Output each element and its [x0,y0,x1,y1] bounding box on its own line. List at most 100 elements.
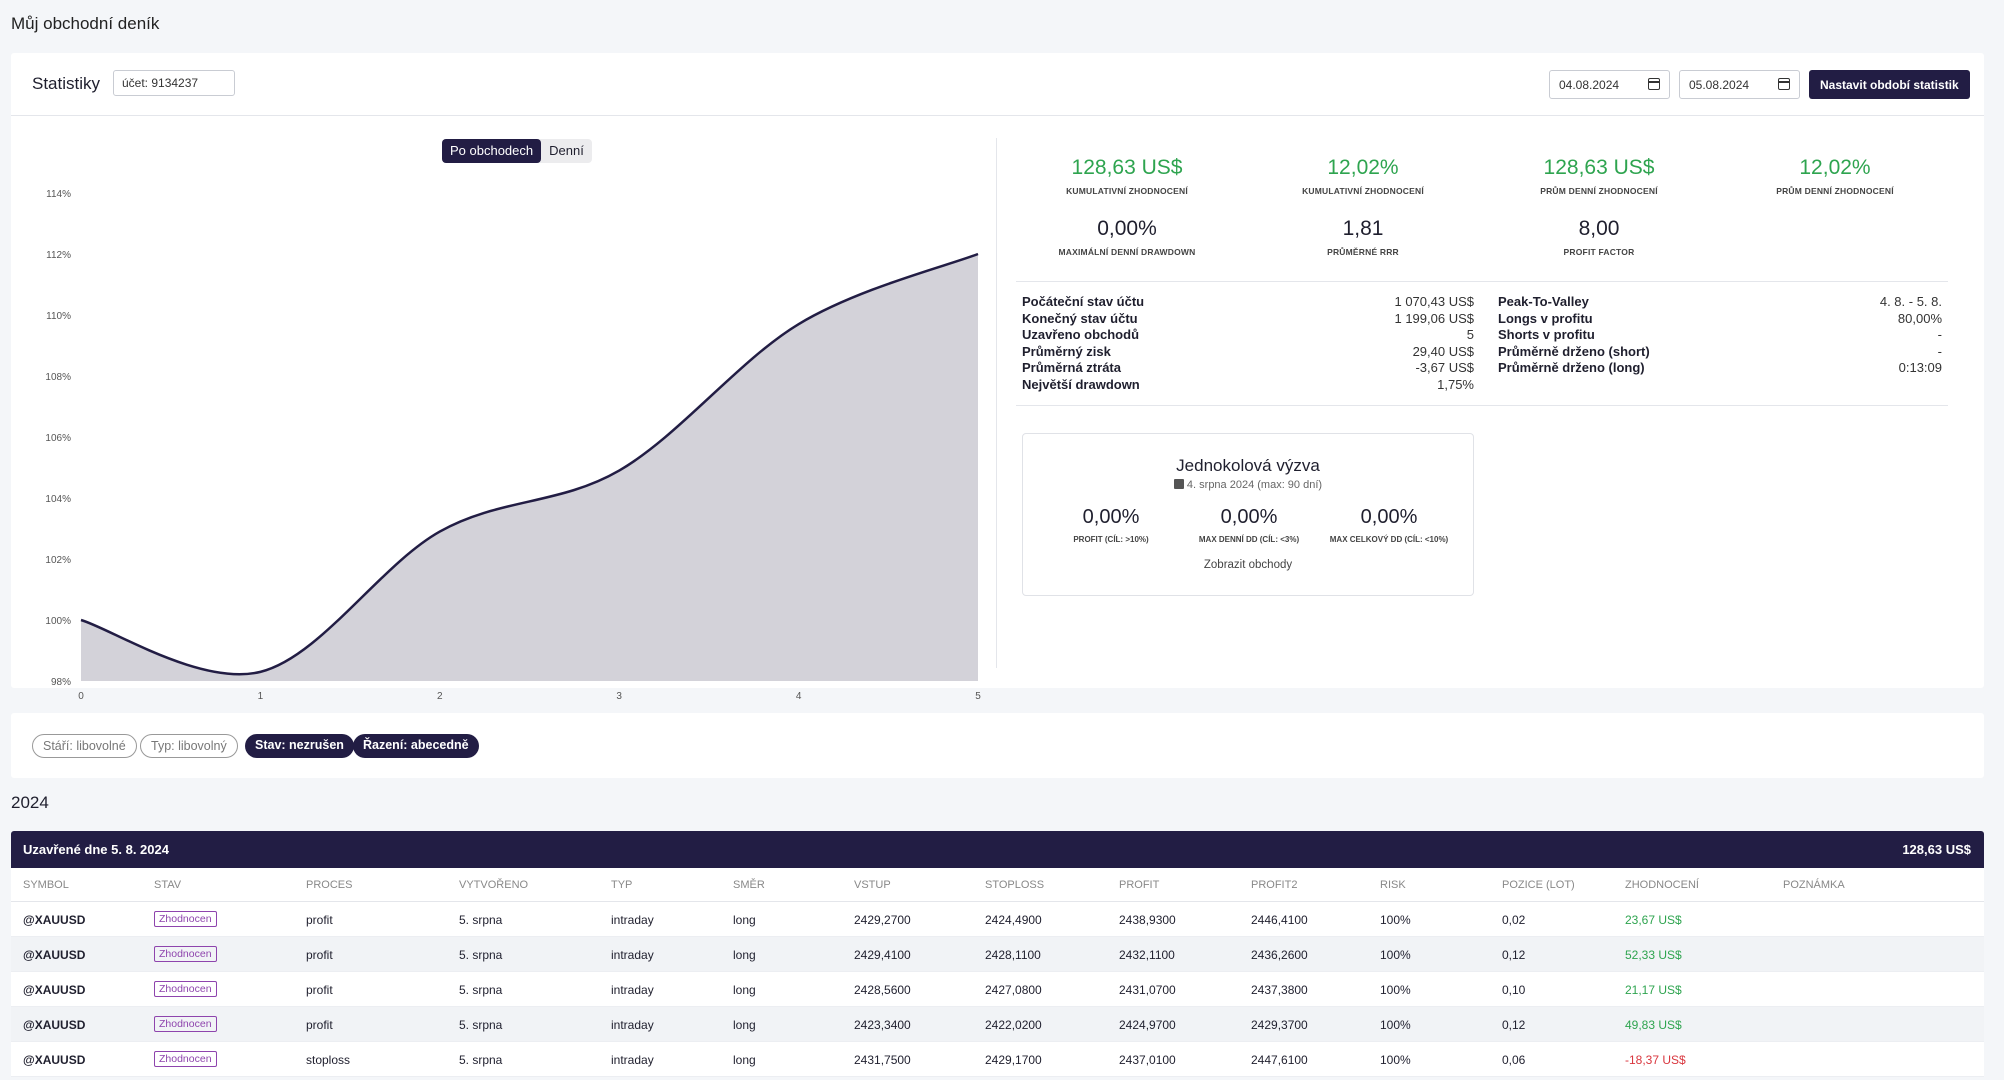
equity-point[interactable] [616,468,622,474]
date-to-input[interactable]: 05.08.2024 [1679,70,1800,99]
kpi-label: PROFIT FACTOR [1563,247,1635,257]
detail-key: Peak-To-Valley [1498,294,1589,309]
date-from-input[interactable]: 04.08.2024 [1549,70,1670,99]
detail-key: Největší drawdown [1022,376,1140,392]
col-process: profit [306,948,333,962]
col-process: stoploss [306,1053,351,1067]
col-result: 23,67 US$ [1625,913,1682,927]
challenge-title: Jednokolová výzva [1176,456,1320,475]
calendar-icon [1173,479,1184,489]
toggle-daily[interactable]: Denní [549,143,584,158]
col-profit: 2431,0700 [1119,983,1176,997]
col-type: intraday [611,1018,654,1032]
y-tick-label: 104% [45,494,71,505]
x-tick-label: 1 [258,691,264,702]
col-type-header[interactable]: TYP [611,879,633,891]
col-process-header[interactable]: PROCES [306,879,353,891]
equity-chart: 98% 100% 102% 104% 106% 108% 110% 112% 114% 0 1 2 3 4… [45,189,981,702]
col-profit-header[interactable]: PROFIT [1119,879,1160,891]
equity-point[interactable] [257,669,263,675]
col-lot: 0,12 [1502,948,1526,962]
col-stoploss: 2429,1700 [985,1053,1042,1067]
filter-type[interactable]: Typ: libovolný [140,734,238,758]
col-entry-header[interactable]: VSTUP [854,879,891,891]
col-profit2-header[interactable]: PROFIT2 [1251,879,1298,891]
table-row[interactable]: @XAUUSD Zhodnocen profit 5. srpna intraday lo… [11,972,1984,1007]
status-badge: Zhodnocen [154,1051,217,1067]
detail-value: 1 070,43 US$ [1394,294,1474,309]
kpi-value: 12,02% [1799,156,1871,179]
year-heading: 2024 [11,793,49,812]
col-profit: 2438,9300 [1119,913,1176,927]
col-direction-header[interactable]: SMĚR [733,879,765,891]
col-lot-header[interactable]: POZICE (LOT) [1502,879,1575,891]
col-risk-header[interactable]: RISK [1380,879,1406,891]
equity-point[interactable] [437,529,443,535]
detail-key: Průměrně drženo (long) [1498,360,1645,375]
detail-value: 0:13:09 [1898,360,1942,375]
col-profit: 2437,0100 [1119,1053,1176,1067]
detail-value: 1,75% [1437,376,1474,392]
col-symbol-header[interactable]: SYMBOL [23,879,69,891]
table-row[interactable]: @XAUUSD Zhodnocen profit 5. srpna intraday lo… [11,937,1984,972]
y-tick-label: 100% [45,616,71,627]
y-tick-label: 106% [45,433,71,444]
col-stoploss-header[interactable]: STOPLOSS [985,879,1045,891]
table-row[interactable]: @XAUUSD Zhodnocen profit 5. srpna intraday lo… [11,1007,1984,1042]
col-result: -18,37 US$ [1625,1053,1686,1067]
kpi-value: 12,02% [1327,156,1399,179]
col-entry: 2423,3400 [854,1018,911,1032]
table-row[interactable]: @XAUUSD Zhodnocen profit 5. srpna intraday lo… [11,902,1984,937]
table-row[interactable]: @XAUUSD Zhodnocen stoploss 5. srpna intraday… [11,1042,1984,1077]
equity-point[interactable] [78,617,84,623]
col-result-header[interactable]: ZHODNOCENÍ [1625,879,1699,891]
chart-divider [996,138,997,668]
kpi-value: 128,63 US$ [1071,156,1183,179]
col-risk: 100% [1380,1018,1411,1032]
col-risk: 100% [1380,983,1411,997]
col-direction: long [733,983,756,997]
filter-status[interactable]: Stav: nezrušen [245,734,354,758]
col-created-header[interactable]: VYTVOŘENO [459,879,529,891]
y-tick-label: 98% [51,677,71,688]
filter-age[interactable]: Stáří: libovolné [32,734,137,758]
col-risk: 100% [1380,948,1411,962]
y-tick-label: 112% [46,250,71,261]
equity-area [81,254,978,681]
challenge-subtitle: 4. srpna 2024 (max: 90 dní) [1023,479,1473,491]
trades-table: Uzavřené dne 5. 8. 2024 128,63 US$ SYMBO… [11,831,1984,1077]
x-tick-label: 2 [437,691,443,702]
col-created: 5. srpna [459,913,503,927]
detail-value: 80,00% [1897,310,1942,326]
divider [1016,281,1948,282]
challenge-card: Jednokolová výzva 4. srpna 2024 (max: 90… [1022,433,1474,596]
col-status-header[interactable]: STAV [154,879,182,891]
statistics-header: Statistiky účet: 9134237 04.08.2024 05.0… [11,53,1984,116]
col-lot: 0,12 [1502,1018,1526,1032]
filter-sort[interactable]: Řazení: abecedně [353,734,479,758]
challenge-value: 0,00% [1360,506,1418,528]
status-badge: Zhodnocen [154,946,217,962]
chart-mode-toggle: Po obchodech Denní [442,139,592,163]
set-period-button[interactable]: Nastavit období statistik [1809,70,1970,99]
col-created: 5. srpna [459,1053,503,1067]
challenge-label: MAX DENNÍ DD (CÍL: <3%) [1198,535,1300,544]
page-title: Můj obchodní deník [11,14,160,33]
col-symbol: @XAUUSD [23,1053,86,1067]
equity-point[interactable] [796,321,802,327]
calendar-icon[interactable] [1648,78,1660,90]
col-stoploss: 2427,0800 [985,983,1042,997]
equity-point[interactable] [975,251,981,257]
filters-card: Stáří: libovolné Typ: libovolný Stav: ne… [11,713,1984,778]
kpi-value: 1,81 [1342,217,1384,240]
show-trades-link[interactable]: Zobrazit obchody [1203,559,1293,571]
detail-value: - [1937,343,1942,359]
col-note-header[interactable]: POZNÁMKA [1783,879,1845,891]
col-profit2: 2436,2600 [1251,948,1308,962]
account-select[interactable]: účet: 9134237 [113,70,235,96]
calendar-icon[interactable] [1778,78,1790,90]
col-type: intraday [611,913,654,927]
toggle-by-trades[interactable]: Po obchodech [442,139,542,163]
col-profit2: 2437,3800 [1251,983,1308,997]
divider [1016,405,1948,406]
